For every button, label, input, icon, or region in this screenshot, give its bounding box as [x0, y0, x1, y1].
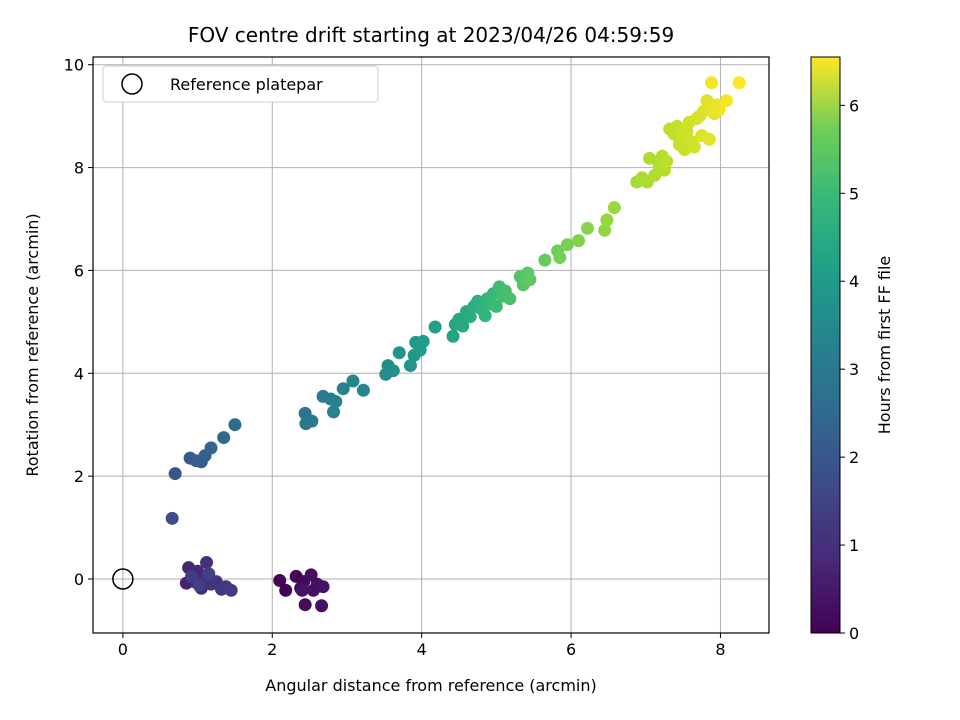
y-axis-ticks: 0 2 4 6 8 10 — [64, 56, 93, 589]
x-tick-label: 4 — [417, 640, 427, 659]
legend-label: Reference platepar — [170, 75, 323, 94]
data-point — [346, 374, 360, 388]
data-point — [386, 364, 400, 378]
colorbar-tick-label: 4 — [849, 272, 859, 291]
colorbar-tick-label: 0 — [849, 624, 859, 643]
y-tick-label: 6 — [74, 261, 84, 280]
colorbar-tick-label: 5 — [849, 184, 859, 203]
data-point — [416, 334, 430, 348]
data-point — [279, 583, 293, 597]
y-tick-label: 10 — [64, 56, 84, 75]
x-tick-label: 2 — [267, 640, 277, 659]
colorbar-tick-label: 6 — [849, 96, 859, 115]
data-point — [192, 578, 206, 592]
data-point — [217, 431, 231, 445]
data-point — [305, 414, 319, 428]
data-point — [719, 94, 733, 108]
data-point — [538, 253, 552, 267]
data-points — [165, 76, 746, 613]
legend-marker-icon — [121, 73, 143, 95]
colorbar-ticks: 0 1 2 3 4 5 6 — [840, 96, 859, 643]
data-point — [463, 310, 477, 324]
data-point — [446, 329, 460, 343]
data-point — [165, 511, 179, 525]
data-point — [392, 346, 406, 360]
data-point — [704, 76, 718, 90]
data-point — [553, 251, 567, 265]
data-point — [607, 201, 621, 215]
data-point — [329, 395, 343, 409]
colorbar-label: Hours from first FF file — [875, 256, 894, 435]
grid — [93, 57, 769, 633]
data-point — [600, 213, 614, 227]
data-point — [315, 599, 329, 613]
data-point — [273, 574, 287, 588]
data-point — [560, 238, 574, 252]
legend-box — [102, 65, 379, 103]
data-point — [489, 299, 503, 313]
data-point — [316, 580, 330, 594]
data-point — [403, 359, 417, 373]
data-point — [572, 234, 586, 248]
data-point — [356, 383, 370, 397]
y-tick-label: 4 — [74, 364, 84, 383]
data-point — [168, 467, 182, 481]
data-point — [456, 319, 470, 333]
data-point — [298, 598, 312, 612]
x-tick-label: 6 — [566, 640, 576, 659]
data-point — [327, 405, 341, 419]
data-point — [295, 583, 309, 597]
data-point — [670, 119, 684, 133]
colorbar-tick-label: 3 — [849, 360, 859, 379]
data-point — [200, 556, 214, 570]
colorbar: 0 1 2 3 4 5 6 Hours from first FF file — [810, 56, 894, 643]
x-axis-ticks: 0 2 4 6 8 — [118, 633, 726, 659]
x-axis-label: Angular distance from reference (arcmin) — [265, 676, 596, 695]
y-tick-label: 0 — [74, 570, 84, 589]
data-point — [202, 567, 216, 581]
plot-frame — [92, 56, 770, 634]
data-point — [642, 151, 656, 165]
y-tick-label: 8 — [74, 159, 84, 178]
colorbar-tick-label: 2 — [849, 448, 859, 467]
y-axis-label: Rotation from reference (arcmin) — [23, 213, 42, 476]
data-point — [732, 76, 746, 90]
data-point — [598, 223, 612, 237]
y-tick-label: 2 — [74, 467, 84, 486]
data-point — [702, 132, 716, 146]
data-point — [428, 320, 442, 334]
data-point — [478, 309, 492, 323]
data-point — [660, 154, 674, 168]
chart-title: FOV centre drift starting at 2023/04/26 … — [188, 23, 674, 47]
x-tick-label: 0 — [118, 640, 128, 659]
data-point — [185, 569, 199, 583]
data-point — [523, 273, 537, 287]
data-point — [204, 441, 218, 455]
legend: Reference platepar — [102, 65, 379, 103]
data-point — [304, 568, 318, 582]
data-point — [712, 103, 726, 117]
colorbar-gradient — [810, 56, 841, 634]
data-point — [648, 168, 662, 182]
colorbar-tick-label: 1 — [849, 536, 859, 555]
x-tick-label: 8 — [715, 640, 725, 659]
data-point — [503, 292, 517, 306]
data-point — [336, 382, 350, 396]
reference-point — [112, 568, 134, 590]
data-point — [224, 583, 238, 597]
data-point — [228, 418, 242, 432]
data-point — [580, 221, 594, 235]
data-point — [687, 140, 701, 154]
